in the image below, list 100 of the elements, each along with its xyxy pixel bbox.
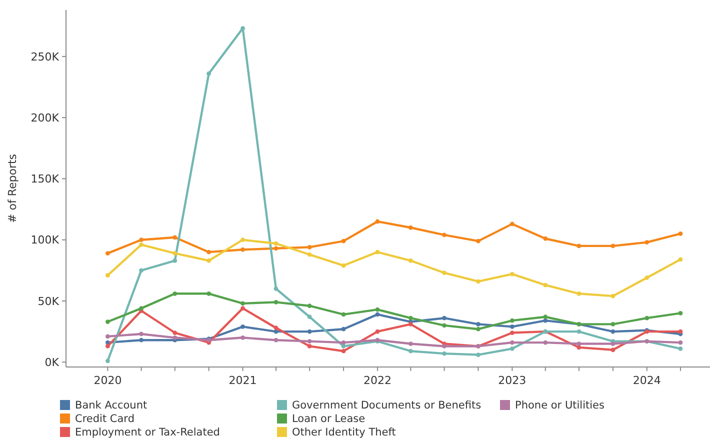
point [106, 251, 110, 256]
point [307, 344, 312, 348]
point [274, 326, 278, 330]
point [543, 236, 548, 241]
point [106, 273, 110, 278]
point [172, 330, 178, 335]
point [678, 257, 683, 262]
point [139, 332, 144, 336]
point [307, 244, 312, 250]
point [678, 340, 683, 345]
point [375, 329, 380, 334]
point [172, 258, 178, 263]
point [240, 301, 245, 306]
y-tick-label: 150K [30, 172, 60, 186]
point [240, 238, 245, 242]
point [106, 344, 110, 348]
legend-label: Bank Account [75, 400, 148, 412]
y-tick-label: 0K [44, 356, 60, 369]
legend-label: Credit Card [75, 413, 134, 426]
point [341, 344, 346, 348]
point [442, 344, 446, 348]
point [476, 326, 480, 332]
point [510, 324, 514, 329]
point [341, 326, 346, 332]
legend-label: Phone or Utilities [515, 400, 604, 412]
x-tick-label: 2022 [363, 374, 392, 387]
point [139, 306, 144, 311]
point [476, 279, 480, 284]
x-tick-label: 2023 [498, 374, 526, 387]
point [476, 352, 480, 357]
x-tick-label: 2024 [632, 374, 661, 387]
point [240, 335, 245, 340]
point [240, 306, 245, 311]
point [274, 246, 278, 251]
point [375, 250, 380, 254]
point [139, 338, 144, 342]
point [106, 358, 110, 364]
point [341, 263, 346, 268]
point [240, 324, 245, 329]
point [678, 346, 683, 351]
point [240, 247, 245, 252]
point [139, 238, 144, 242]
point [274, 286, 278, 291]
point [543, 282, 548, 288]
point [375, 219, 380, 224]
point [644, 276, 650, 280]
point [139, 242, 144, 247]
point [274, 300, 278, 304]
point [341, 348, 346, 354]
point [274, 338, 278, 342]
point [206, 71, 212, 76]
point [172, 335, 178, 340]
point [172, 251, 178, 256]
point [610, 329, 616, 334]
point [610, 294, 616, 298]
point [476, 238, 480, 244]
point [510, 346, 514, 351]
point [341, 238, 346, 244]
point [307, 252, 312, 257]
point [610, 322, 616, 326]
legend-label: Employment or Tax-Related [75, 426, 220, 438]
point [543, 314, 548, 320]
point [510, 272, 514, 276]
point [678, 232, 683, 236]
point [206, 250, 212, 254]
point [510, 318, 514, 323]
point [610, 348, 616, 352]
point [375, 307, 380, 312]
point [476, 322, 480, 326]
point [576, 342, 582, 346]
point [139, 268, 144, 273]
point [610, 244, 616, 248]
point [510, 222, 514, 226]
point [206, 258, 212, 263]
point [576, 329, 582, 334]
y-tick-label: 250K [30, 50, 60, 64]
point [307, 304, 312, 308]
point [341, 312, 346, 317]
point [644, 240, 650, 244]
point [408, 316, 413, 320]
point [442, 323, 446, 328]
legend-label: Government Documents or Benefits [292, 400, 482, 412]
legend-label: Other Identity Theft [292, 426, 396, 438]
point [307, 329, 312, 334]
y-tick-label: 50K [38, 294, 60, 308]
point [442, 351, 446, 356]
point [375, 312, 380, 317]
point [206, 291, 212, 296]
point [510, 330, 514, 335]
point [678, 329, 683, 334]
point [307, 339, 312, 344]
point [442, 232, 446, 238]
legend-label: Loan or Lease [292, 413, 366, 426]
y-tick-label: 100K [30, 234, 60, 247]
x-tick-label: 2021 [228, 374, 257, 387]
point [172, 291, 178, 296]
point [442, 270, 446, 276]
point [678, 311, 683, 316]
point [442, 316, 446, 320]
point [408, 322, 413, 326]
